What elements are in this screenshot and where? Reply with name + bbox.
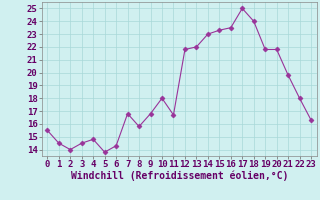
X-axis label: Windchill (Refroidissement éolien,°C): Windchill (Refroidissement éolien,°C): [70, 171, 288, 181]
